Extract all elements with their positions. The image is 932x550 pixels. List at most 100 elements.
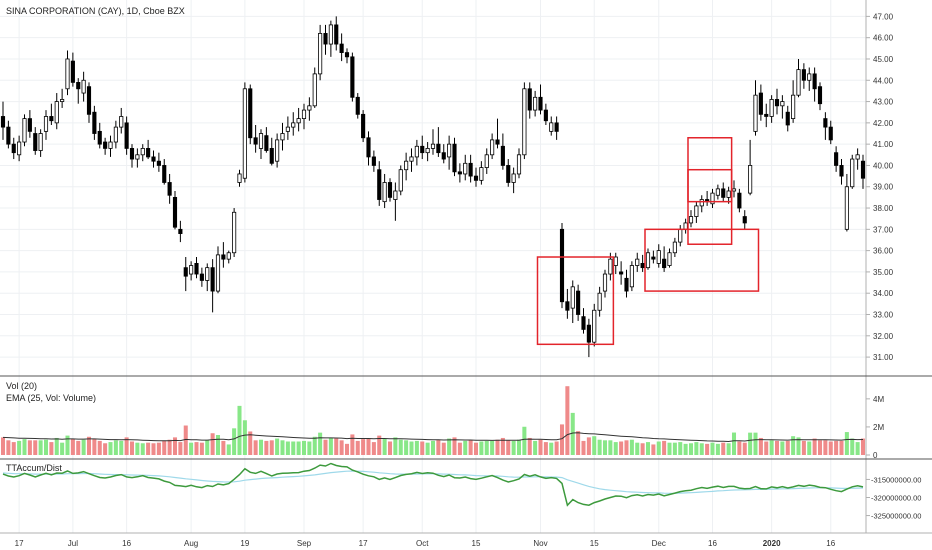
candle-body [103, 141, 108, 149]
volume-bar [780, 441, 785, 455]
time-tick-label: 16 [122, 539, 131, 548]
time-tick-label: Sep [297, 539, 312, 548]
volume-bar [533, 440, 538, 455]
volume-bar [404, 440, 409, 455]
candle-body [619, 271, 624, 275]
volume-bar [285, 441, 290, 455]
volume-bar [108, 442, 113, 455]
candle-body [640, 262, 645, 269]
volume-bar [769, 440, 774, 455]
candle-body [608, 258, 613, 275]
volume-bar [162, 440, 167, 455]
volume-bar [602, 440, 608, 455]
candle-body [269, 148, 274, 164]
candle-body [264, 135, 269, 151]
volume-bar [33, 440, 38, 455]
volume-bar [119, 440, 124, 455]
volume-bar [70, 438, 75, 455]
volume-bar [27, 440, 32, 455]
price-tick-label: 46.00 [873, 34, 894, 43]
candle-body [404, 160, 409, 171]
volume-bar [167, 439, 172, 455]
candle-body [764, 113, 769, 117]
highlight-box [687, 168, 733, 245]
volume-bar [172, 437, 178, 455]
highlight-box [644, 228, 760, 292]
candle-body [146, 148, 151, 158]
volume-bar [656, 441, 661, 455]
volume-bar [382, 438, 387, 455]
volume-bar [731, 432, 737, 455]
volume-bar [538, 439, 543, 455]
candle-body [60, 99, 65, 102]
candle-body [672, 241, 677, 254]
candle-body [850, 158, 855, 188]
candle-body [33, 133, 38, 151]
volume-bar [635, 442, 640, 455]
volume-bar [205, 440, 210, 455]
volume-bar [398, 439, 403, 455]
volume-bar [156, 442, 161, 455]
volume-bar [129, 441, 135, 455]
volume-bar [350, 434, 355, 455]
candle-body [70, 60, 75, 83]
volume-bar [199, 442, 204, 455]
candle-body [581, 316, 586, 330]
accum-tick-label: -320000000.00 [871, 494, 921, 503]
volume-bar [97, 440, 102, 455]
volume-bar [570, 412, 575, 455]
candle-body [328, 24, 333, 45]
volume-bar [178, 442, 183, 455]
candle-body [549, 122, 554, 132]
volume-ema-line [2, 432, 864, 443]
candle-body [205, 267, 210, 281]
candle-body [113, 126, 118, 143]
time-tick-label: 17 [359, 539, 368, 548]
candle-body [43, 116, 49, 132]
volume-bar [737, 441, 742, 455]
volume-bar [511, 440, 516, 455]
candle-body [318, 33, 323, 75]
volume-bar [441, 442, 446, 455]
volume-bar [344, 443, 350, 455]
volume-bar [678, 442, 683, 455]
volume-bar [490, 440, 495, 455]
volume-bar [387, 441, 393, 455]
candle-body [6, 126, 11, 145]
volume-bar [807, 441, 812, 455]
candle-body [178, 228, 183, 234]
candle-body [748, 165, 753, 194]
volume-bar [140, 443, 145, 455]
candle-body [301, 109, 307, 119]
candle-body [242, 88, 247, 179]
candle-body [635, 258, 640, 266]
price-tick-label: 37.00 [873, 225, 894, 234]
volume-bar [662, 440, 667, 455]
volume-bar [232, 428, 237, 455]
volume-bar [597, 439, 602, 455]
volume-bar [479, 441, 484, 455]
candle-body [382, 182, 387, 203]
volume-bar [543, 442, 548, 455]
volume-bar [135, 442, 140, 455]
volume-bar [377, 435, 382, 455]
volume-bar [38, 440, 43, 455]
volume-bar [608, 440, 613, 455]
candle-body [731, 188, 737, 192]
candle-body [490, 139, 495, 156]
candle-body [393, 190, 398, 200]
volume-bar [828, 441, 833, 455]
candle-body [527, 88, 532, 111]
candle-body [172, 196, 178, 228]
volume-bar [748, 432, 753, 455]
volume-bar [839, 440, 844, 455]
volume-bar [355, 440, 360, 455]
price-tick-label: 36.00 [873, 247, 894, 256]
candle-body [479, 167, 484, 181]
candle-body [221, 254, 226, 260]
price-tick-label: 33.00 [873, 311, 894, 320]
candle-body [801, 69, 806, 81]
candle-body [54, 101, 59, 124]
candle-body [506, 165, 511, 183]
candle-body [592, 309, 597, 343]
